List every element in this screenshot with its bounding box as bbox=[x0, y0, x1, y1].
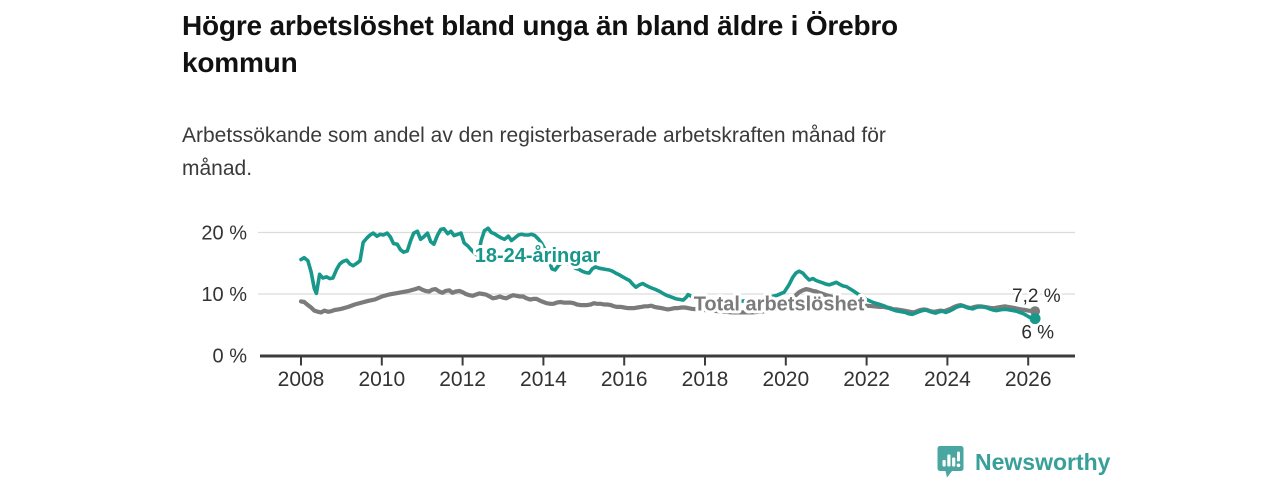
chart-subtitle: Arbetssökande som andel av den registerb… bbox=[182, 119, 886, 185]
chart-subtitle-line2: månad. bbox=[182, 157, 253, 180]
x-tick-label: 2024 bbox=[924, 368, 971, 391]
series-label-youth: 18-24-åringar bbox=[475, 244, 601, 267]
endpoint-dot-youth bbox=[1029, 313, 1041, 325]
newsworthy-logo[interactable]: Newsworthy bbox=[937, 445, 1110, 479]
series-line-youth bbox=[299, 226, 1037, 321]
y-tick-label: 10 % bbox=[201, 284, 247, 306]
x-tick-label: 2008 bbox=[278, 368, 325, 391]
x-tick-label: 2020 bbox=[762, 368, 809, 391]
x-tick-label: 2022 bbox=[843, 368, 890, 391]
x-tick-label: 2018 bbox=[682, 368, 729, 391]
page-title-line1: Högre arbetslöshet bland unga än bland ä… bbox=[182, 10, 898, 41]
y-tick-label: 0 % bbox=[213, 346, 248, 368]
bar-chart-speech-bubble-icon bbox=[937, 446, 964, 478]
y-tick-label: 20 % bbox=[201, 223, 247, 245]
x-tick-label: 2012 bbox=[439, 368, 486, 391]
x-tick-label: 2026 bbox=[1005, 368, 1052, 391]
chart-subtitle-line1: Arbetssökande som andel av den registerb… bbox=[182, 124, 886, 147]
value-label-youth: 6 % bbox=[1021, 323, 1054, 344]
x-tick-label: 2014 bbox=[520, 368, 567, 391]
page-title: Högre arbetslöshet bland unga än bland ä… bbox=[182, 7, 898, 81]
x-tick-label: 2010 bbox=[358, 368, 405, 391]
x-tick-label: 2016 bbox=[601, 368, 648, 391]
value-label-total: 7,2 % bbox=[1012, 286, 1061, 307]
brand-name: Newsworthy bbox=[975, 448, 1111, 475]
series-label-total: Total arbetslöshet bbox=[694, 294, 865, 316]
page-title-line2: kommun bbox=[182, 47, 298, 78]
